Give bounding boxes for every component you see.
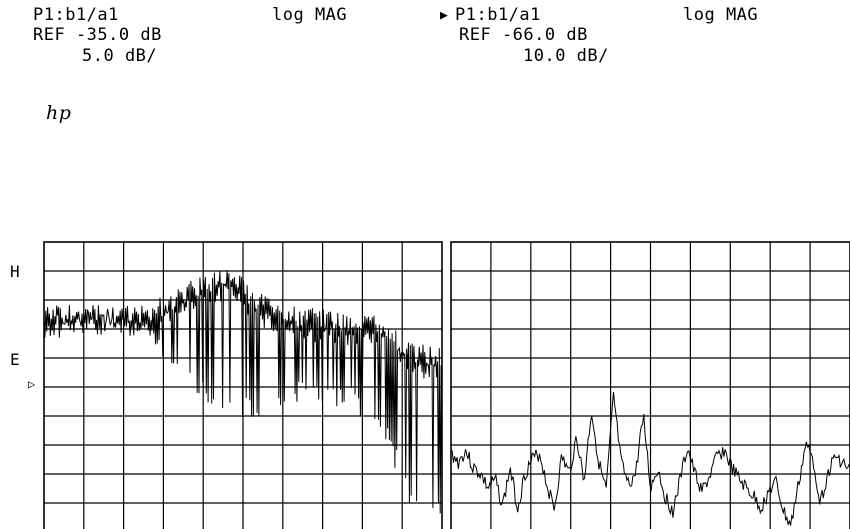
- hp-logo: hp: [46, 102, 72, 124]
- marker-e: E: [10, 350, 20, 369]
- active-channel-marker: ▶: [440, 8, 449, 23]
- reference-arrow-icon: ▷: [28, 377, 36, 391]
- right-ref-level: REF -66.0 dB: [459, 25, 588, 45]
- left-scale: 5.0 dB/: [82, 46, 158, 66]
- left-format: log MAG: [272, 5, 348, 25]
- right-measure: P1:b1/a1: [455, 5, 541, 25]
- right-chart: [450, 241, 850, 529]
- right-format: log MAG: [683, 5, 759, 25]
- right-trace: [450, 392, 850, 526]
- marker-h: H: [10, 262, 20, 281]
- left-ref-level: REF -35.0 dB: [33, 25, 162, 45]
- left-trace: [43, 270, 443, 514]
- left-chart: [43, 241, 443, 529]
- right-scale: 10.0 dB/: [523, 46, 609, 66]
- left-measure: P1:b1/a1: [33, 5, 119, 25]
